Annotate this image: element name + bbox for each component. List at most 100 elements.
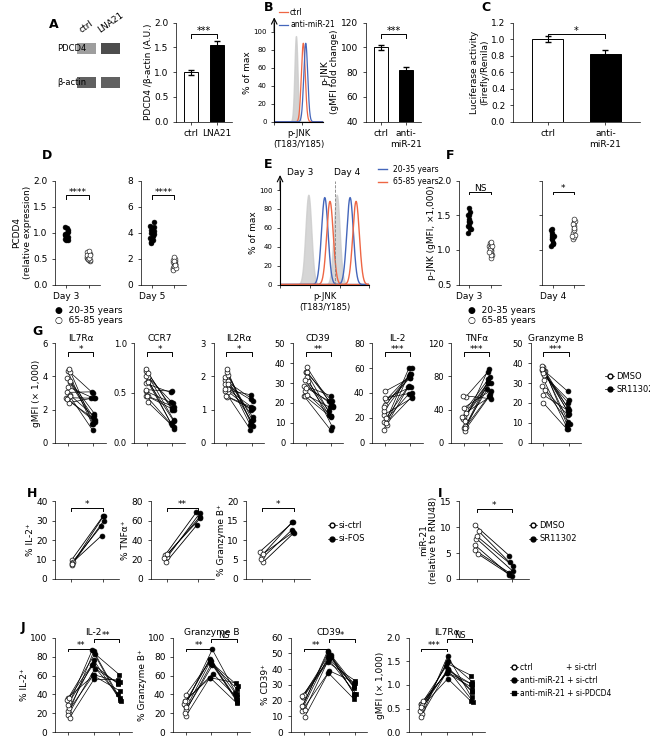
Point [114,694,125,706]
Point [459,422,469,434]
Point [246,403,257,415]
Point [246,404,257,416]
Point [404,372,415,384]
Point [232,698,242,710]
Point [567,230,577,242]
Text: PDCD4: PDCD4 [57,44,86,53]
Point [63,708,73,720]
Point [465,216,475,228]
X-axis label: p-JNK
(T183/Y185): p-JNK (T183/Y185) [299,292,350,312]
Point [548,230,558,242]
Point [96,520,107,532]
Point [406,392,417,404]
Point [326,398,337,410]
Point [67,558,77,570]
Title: IL7Rα: IL7Rα [434,628,460,637]
Point [407,387,417,399]
Point [143,391,153,403]
Title: IL-2: IL-2 [85,628,102,637]
Point [221,390,231,402]
Point [460,422,470,434]
Point [300,704,310,716]
Point [297,701,307,713]
Point [486,249,497,261]
Text: E: E [264,158,272,170]
Bar [374,47,388,171]
Point [569,216,579,228]
Point [441,657,452,669]
Point [443,665,453,677]
Point [467,685,477,697]
Point [60,228,70,240]
Point [486,247,496,259]
Bar [77,77,96,88]
Point [381,394,391,406]
Point [63,381,73,393]
Point [458,402,469,414]
Point [141,390,151,402]
Text: **: ** [312,641,320,650]
Point [380,392,391,404]
Point [324,653,334,665]
Point [146,224,157,236]
Point [483,376,493,388]
Point [564,418,575,430]
Point [466,669,476,681]
Point [297,690,307,702]
Point [207,659,218,671]
Point [407,362,417,374]
Point [504,550,514,562]
Point [569,231,579,243]
Point [538,365,549,377]
Point [564,404,575,416]
Point [205,653,215,665]
Point [562,419,573,431]
Point [569,219,580,231]
Point [255,546,265,558]
Title: IL7Rα: IL7Rα [68,333,94,342]
Point [220,385,230,397]
Point [223,375,233,387]
Point [257,550,267,562]
Point [351,688,361,700]
Point [88,645,99,657]
Point [461,421,471,433]
Point [83,252,94,264]
Point [485,388,495,400]
Point [170,252,181,264]
Point [464,202,474,214]
Text: D: D [42,149,52,162]
Point [64,712,75,724]
Point [326,650,336,662]
Point [194,511,205,523]
Point [417,702,427,714]
Point [326,650,336,662]
Point [62,365,73,377]
Point [64,707,75,719]
Point [179,698,190,710]
Point [90,648,100,660]
Point [230,687,240,699]
Legend: ctrl              + si-ctrl, anti-miR-21 + si-ctrl, anti-miR-21 + si-PDCD4: ctrl + si-ctrl, anti-miR-21 + si-ctrl, a… [508,660,615,701]
Point [416,698,426,710]
Point [485,391,495,403]
Point [223,369,233,382]
Point [84,247,94,259]
Point [564,394,574,406]
Point [379,409,389,421]
Point [114,692,125,704]
Point [302,366,313,378]
Point [297,704,307,716]
Point [562,385,573,397]
Point [248,420,258,432]
Text: ●  20-35 years: ● 20-35 years [55,306,123,315]
Y-axis label: % of max: % of max [248,211,257,254]
Point [192,519,202,531]
Point [88,659,98,671]
Point [328,400,338,412]
Point [166,396,177,408]
Point [161,556,171,569]
Point [83,251,93,263]
Y-axis label: PDCD4 /β-actin (A.U.): PDCD4 /β-actin (A.U.) [144,24,153,120]
Y-axis label: p-JNK
(gMFI fold change): p-JNK (gMFI fold change) [320,30,339,114]
